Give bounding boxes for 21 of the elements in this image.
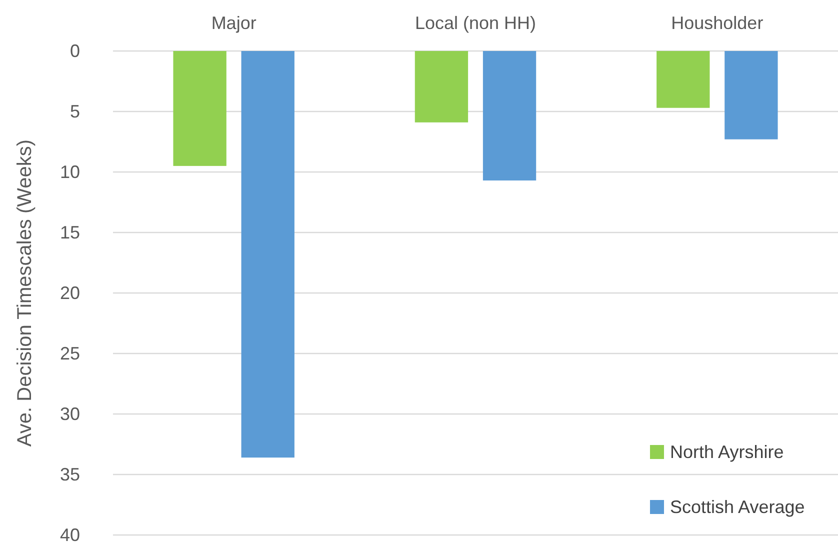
y-tick-label: 15 [60, 222, 80, 242]
legend-label: Scottish Average [670, 497, 805, 517]
y-tick-label: 30 [60, 404, 80, 424]
x-tick-label: Housholder [671, 13, 764, 33]
y-tick-label: 20 [60, 283, 80, 303]
legend-label: North Ayrshire [670, 442, 784, 462]
y-tick-label: 25 [60, 344, 80, 364]
bar [482, 51, 536, 180]
y-axis-title: Ave. Decision Timescales (Weeks) [14, 139, 36, 447]
bar [173, 51, 226, 166]
x-tick-label: Major [211, 13, 256, 33]
y-tick-label: 10 [60, 162, 80, 182]
bar [724, 51, 778, 140]
bar [414, 51, 468, 122]
x-tick-label: Local (non HH) [414, 13, 536, 33]
y-tick-label: 35 [60, 464, 80, 484]
bar [241, 51, 294, 458]
bar [656, 51, 710, 108]
y-tick-label: 40 [60, 525, 80, 543]
y-tick-label: 5 [70, 102, 80, 122]
y-tick-label: 0 [70, 41, 80, 61]
